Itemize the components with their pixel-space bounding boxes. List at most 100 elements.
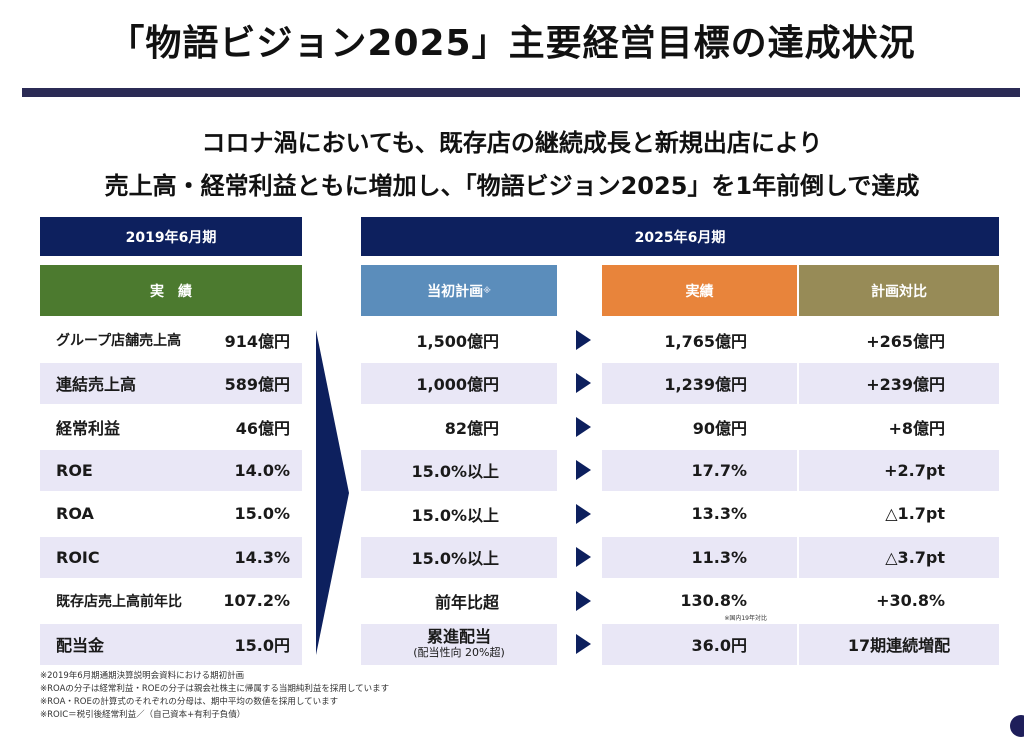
row-arrow-icon: [576, 373, 591, 394]
plan-cell: 1,500億円: [361, 319, 557, 361]
plan-value: 1,000億円: [416, 375, 499, 395]
header-actual-2025: 実績: [602, 265, 797, 316]
plan-value: 15.0%以上: [411, 462, 499, 482]
metric-label: ROIC: [56, 547, 100, 567]
actual-2025-cell: 130.8% ※国内19年対比: [602, 580, 797, 622]
vs-plan-cell: +239億円: [799, 362, 999, 404]
plan-value: 82億円: [444, 418, 499, 438]
actual-2025-cell: 17.7%: [602, 449, 797, 491]
actual-2019-value: 14.0%: [234, 460, 290, 480]
metric-label: 既存店売上高前年比: [56, 593, 182, 610]
plan-value: 累進配当: [426, 627, 491, 647]
row-arrow-icon: [576, 634, 591, 655]
plan-value: 1,500億円: [416, 331, 499, 351]
actual-2025-cell: 1,765億円: [602, 319, 797, 361]
plan-cell: 累進配当 (配当性向 20%超): [361, 623, 557, 665]
row-arrow-icon: [576, 590, 591, 611]
footnote: ※ROAの分子は経常利益・ROEの分子は親会社株主に帰属する当期純利益を採用して…: [40, 684, 390, 694]
vs-plan-value: 17期連続増配: [847, 636, 951, 656]
vs-plan-cell: +265億円: [799, 319, 999, 361]
row-arrow-icon: [576, 547, 591, 568]
actual-2019-value: 15.0%: [234, 504, 290, 524]
header-vs-plan: 計画対比: [799, 265, 999, 316]
plan-cell: 15.0%以上: [361, 536, 557, 578]
metric-label: 連結売上高: [56, 375, 137, 395]
actual-2025-cell: 1,239億円: [602, 362, 797, 404]
vs-plan-value: +2.7pt: [884, 460, 945, 480]
actual-2019-value: 15.0円: [234, 636, 290, 656]
footnote: ※ROA・ROEの計算式のそれぞれの分母は、期中平均の数値を採用しています: [40, 697, 339, 707]
row-arrow-icon: [576, 460, 591, 481]
plan-cell: 15.0%以上: [361, 493, 557, 535]
subtitle-line-1: コロナ渦においても、既存店の継続成長と新規出店により: [201, 129, 823, 157]
vs-plan-cell: △1.7pt: [799, 493, 999, 535]
footnotes: ※2019年6月期通期決算説明会資料における期初計画 ※ROAの分子は経常利益・…: [40, 670, 389, 722]
plan-cell: 1,000億円: [361, 362, 557, 404]
page-title: 「物語ビジョン2025」主要経営目標の達成状況: [108, 23, 916, 64]
actual-2025-cell: 90億円: [602, 406, 797, 448]
footnote: ※2019年6月期通期決算説明会資料における期初計画: [40, 671, 245, 681]
transition-arrow-icon: [316, 330, 349, 655]
footnote: ※ROIC＝税引後経常利益／（自己資本+有利子負債）: [40, 710, 246, 720]
header-2025-period: 2025年6月期: [361, 217, 999, 256]
actual-2025-value: 1,239億円: [664, 375, 747, 395]
actual-2025-value: 17.7%: [691, 460, 747, 480]
actual-2025-value: 36.0円: [691, 636, 747, 656]
actual-2025-value: 11.3%: [691, 547, 747, 567]
vs-plan-cell: △3.7pt: [799, 536, 999, 578]
actual-2025-value: 13.3%: [691, 504, 747, 524]
table-row-2019: ROE 14.0%: [40, 449, 302, 491]
actual-2025-value: 130.8%: [680, 591, 747, 611]
plan-cell: 前年比超: [361, 580, 557, 622]
vs-plan-value: △3.7pt: [885, 547, 945, 567]
actual-2019-value: 914億円: [224, 331, 290, 351]
vs-plan-value: +30.8%: [876, 591, 945, 611]
header-initial-plan-label: 当初計画: [427, 283, 484, 300]
vs-plan-cell: +8億円: [799, 406, 999, 448]
metric-label: 配当金: [56, 636, 105, 656]
row-arrow-icon: [576, 503, 591, 524]
page-indicator-icon: [1010, 715, 1024, 737]
table-row-2019: グループ店舗売上高 914億円: [40, 319, 302, 361]
actual-2025-value: 90億円: [692, 418, 747, 438]
actual-2019-value: 46億円: [235, 418, 290, 438]
actual-2025-note: ※国内19年対比: [724, 614, 767, 622]
plan-value: 15.0%以上: [411, 549, 499, 569]
metric-label: ROE: [56, 460, 93, 480]
row-arrow-icon: [576, 416, 591, 437]
vs-plan-value: +239億円: [866, 375, 945, 395]
actual-2025-value: 1,765億円: [664, 331, 747, 351]
plan-subnote: (配当性向 20%超): [413, 646, 505, 660]
metric-label: ROA: [56, 504, 94, 524]
table-row-2019: 経常利益 46億円: [40, 406, 302, 448]
table-row-2019: 配当金 15.0円: [40, 623, 302, 665]
actual-2019-value: 589億円: [224, 375, 290, 395]
header-initial-plan: 当初計画 ※: [361, 265, 557, 316]
actual-2019-value: 14.3%: [234, 547, 290, 567]
plan-cell: 15.0%以上: [361, 449, 557, 491]
actual-2025-cell: 36.0円: [602, 623, 797, 665]
vs-plan-cell: 17期連続増配: [799, 623, 999, 665]
plan-value: 前年比超: [434, 592, 499, 612]
subtitle-line-2: 売上高・経常利益ともに増加し、「物語ビジョン2025」を1年前倒しで達成: [104, 172, 920, 200]
table-row-2019: ROA 15.0%: [40, 493, 302, 535]
vs-plan-value: +8億円: [888, 418, 945, 438]
actual-2025-cell: 13.3%: [602, 493, 797, 535]
vs-plan-value: △1.7pt: [885, 504, 945, 524]
metric-label: 経常利益: [56, 418, 121, 438]
row-arrow-icon: [576, 329, 591, 350]
table-row-2019: 既存店売上高前年比 107.2%: [40, 580, 302, 622]
table-row-2019: 連結売上高 589億円: [40, 362, 302, 404]
metric-label: グループ店舗売上高: [56, 332, 182, 349]
actual-2025-cell: 11.3%: [602, 536, 797, 578]
vs-plan-cell: +2.7pt: [799, 449, 999, 491]
vs-plan-cell: +30.8%: [799, 580, 999, 622]
header-actual-2019: 実 績: [40, 265, 302, 316]
footnote-mark: ※: [483, 286, 491, 295]
header-2019-period: 2019年6月期: [40, 217, 302, 256]
actual-2019-value: 107.2%: [223, 591, 290, 611]
plan-value: 15.0%以上: [411, 505, 499, 525]
title-divider: [22, 88, 1020, 97]
table-row-2019: ROIC 14.3%: [40, 536, 302, 578]
plan-cell: 82億円: [361, 406, 557, 448]
